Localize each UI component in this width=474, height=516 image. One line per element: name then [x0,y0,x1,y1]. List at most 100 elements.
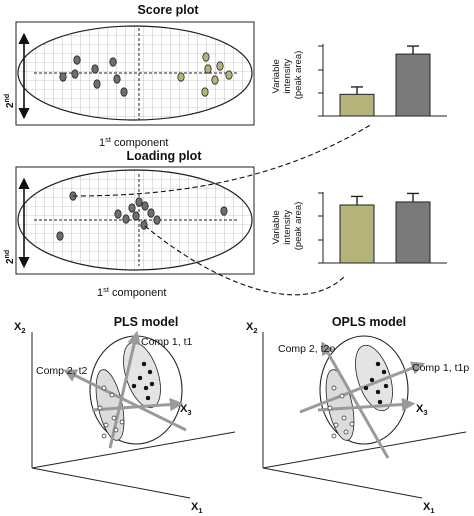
score-point [59,72,67,82]
opls-comp2-label: Comp 2, t2o [278,343,335,355]
pls-point [143,385,149,391]
opls-cluster-b-ellipse [355,344,393,412]
pls-x2-label: X2 [14,321,26,335]
opls-x1-label: X1 [423,501,435,515]
loading-point [122,214,130,224]
pls-point [101,433,107,439]
loading-point [132,211,140,221]
bar-top-ylabel: Variable intensity (peak area) [271,51,304,100]
pls-x3-arrow [91,397,184,412]
score-plot-ellipse [17,25,253,121]
bar-top-bar-1 [339,93,375,117]
score-point [73,55,81,65]
pls-point [119,419,125,425]
loading-points [56,191,228,241]
pls-title: PLS model [114,315,179,329]
opls-axis-x1 [262,467,423,499]
opls-point [333,422,339,428]
opls-comp2-arrow [321,341,390,459]
loading-plot: Loading plot 2nd 1st component [4,149,255,299]
bar-top-error-bar-1 [351,86,363,95]
opls-comp1-label: Comp 1, t1p [412,362,469,374]
bar-chart-bottom: Variable intensity (peak area) [271,192,447,264]
pls-point [109,392,115,398]
opls-axis-x3 [262,431,467,469]
bar-bottom-error-bar-2 [407,192,419,202]
score-point [225,70,233,80]
pls-point [137,375,143,381]
opls-point [331,385,337,391]
score-group-a [59,55,128,97]
pls-axis-x3 [31,431,236,469]
score-point [71,69,79,79]
pls-axis-x1 [31,467,191,499]
loading-x-label: 1st component [97,285,166,299]
loading-y-label: 2nd [4,250,16,264]
connector-bottom [144,225,346,296]
opls-point [375,389,381,395]
connector-top [72,123,373,197]
opls-x3-label: X3 [416,403,428,417]
score-point [177,72,185,82]
loading-point [140,220,148,230]
loading-point [220,206,228,216]
opls-point [349,421,355,427]
loading-point [135,197,143,207]
opls-title: OPLS model [332,315,406,329]
score-point [216,61,224,71]
pls-point [97,405,103,411]
pls-point [101,385,107,391]
score-point [93,79,101,89]
pls-point [113,427,119,433]
loading-point [141,201,149,211]
bar-top-error-bar-2 [407,45,419,55]
pls-point [147,369,153,375]
bar-bottom-bar-2 [395,201,431,264]
opls-point [383,383,389,389]
opls-points-a [327,385,355,439]
pls-point [103,422,109,428]
opls-model: OPLS model X2 X1 X3 [246,315,469,515]
bar-chart-top: Variable intensity (peak area) [271,44,447,117]
loading-point [153,215,161,225]
opls-point [377,399,383,405]
pls-x1-label: X1 [191,501,203,515]
pls-comp1-label: Comp 1, t1 [141,336,193,348]
score-point [204,64,212,74]
pls-points-a [97,385,125,439]
pls-x3-label: X3 [180,403,192,417]
bar-bottom-error-bar-1 [351,195,363,205]
pls-point [149,381,155,387]
score-group-b [177,52,233,97]
score-point [120,87,128,97]
opls-points-b [363,361,389,405]
pls-point [131,383,137,389]
pls-points-b [131,361,155,401]
score-point [201,87,209,97]
opls-point [381,369,387,375]
score-point [202,52,210,62]
loading-plot-ellipse [17,169,253,271]
loading-point [114,209,122,219]
pls-point [145,395,151,401]
score-plot-title: Score plot [137,3,199,17]
score-plot: Score plot 2nd 1 [4,3,255,149]
opls-point [375,361,381,367]
pls-point [111,415,117,421]
pls-comp2-arrow [63,369,187,432]
opls-point [341,415,347,421]
loading-point [56,231,64,241]
opls-point [343,429,349,435]
opls-point [369,377,375,383]
pls-comp2-label: Comp 2, t2 [36,365,88,377]
opls-point [331,433,337,439]
score-point [91,64,99,74]
score-plot-frame [15,21,255,126]
score-point [113,74,121,84]
loading-plot-frame [15,166,255,275]
score-point [211,75,219,85]
opls-point [363,385,369,391]
loading-plot-title: Loading plot [127,149,203,163]
score-y-label: 2nd [4,94,16,108]
